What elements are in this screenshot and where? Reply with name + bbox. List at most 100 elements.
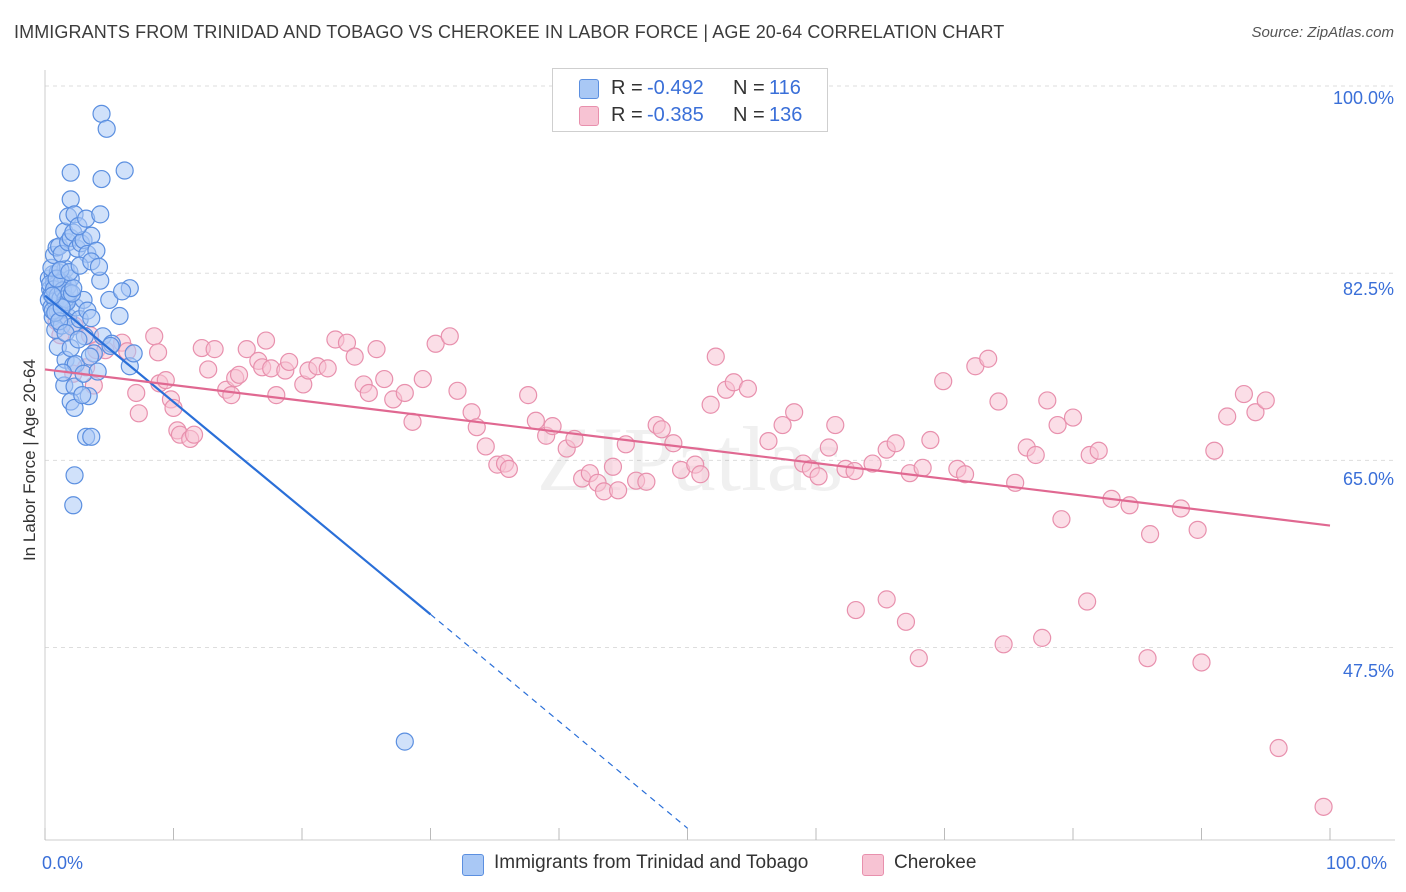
cherokee-point: [773, 415, 792, 435]
cherokee-point: [989, 392, 1008, 411]
cherokee-point: [229, 365, 249, 384]
cherokee-point: [519, 386, 538, 405]
series-cherokee-points: [47, 312, 1333, 816]
n-value: 136: [769, 104, 803, 126]
cherokee-point: [1188, 520, 1207, 539]
cherokee-point: [1089, 441, 1108, 460]
trinidad-point: [80, 347, 100, 366]
cherokee-point: [1063, 408, 1083, 427]
r-label: R =: [611, 104, 643, 126]
cherokee-point: [691, 465, 710, 484]
cherokee-point: [413, 369, 432, 389]
legend-swatch-blue: [462, 854, 484, 876]
cherokee-point: [921, 430, 940, 450]
trend-line-cherokee: [44, 368, 1331, 527]
n-label: N =: [733, 77, 765, 99]
cherokee-point: [395, 383, 414, 403]
cherokee-point: [1192, 653, 1211, 672]
cherokee-point: [701, 395, 720, 414]
correlation-legend: R = -0.492 N = 116 R = -0.385 N = 136: [552, 68, 828, 132]
legend-label: Cherokee: [894, 852, 977, 873]
trinidad-point: [92, 169, 111, 189]
legend-row-cherokee: R = -0.385 N = 136: [553, 102, 827, 130]
cherokee-point: [994, 635, 1013, 654]
trend-line-trinidad: [44, 294, 432, 616]
r-value: -0.492: [647, 77, 704, 99]
cherokee-point: [440, 327, 459, 346]
cherokee-point: [886, 434, 905, 453]
chart-title: IMMIGRANTS FROM TRINIDAD AND TOBAGO VS C…: [14, 22, 1005, 42]
cherokee-point: [819, 438, 838, 457]
trinidad-point: [91, 205, 110, 224]
legend-swatch-pink: [862, 854, 884, 876]
cherokee-point: [1205, 441, 1224, 460]
y-tick-label: 82.5%: [1342, 279, 1394, 299]
cherokee-point: [1256, 391, 1275, 410]
cherokee-point: [1140, 525, 1160, 544]
cherokee-point: [367, 340, 386, 359]
cherokee-point: [1033, 628, 1052, 647]
cherokee-point: [145, 327, 164, 346]
r-label: R =: [611, 77, 643, 99]
trinidad-point: [110, 306, 129, 326]
cherokee-point: [664, 434, 683, 453]
cherokee-point: [1138, 649, 1157, 668]
cherokee-point: [318, 359, 337, 378]
trinidad-point: [82, 309, 101, 328]
cherokee-point: [877, 590, 896, 609]
trend-line-trinidad-extrapolated: [430, 613, 688, 829]
trinidad-point: [395, 732, 414, 751]
cherokee-point: [205, 340, 224, 359]
x-tick-label-max: 100.0%: [1326, 853, 1388, 873]
cherokee-point: [256, 331, 276, 350]
cherokee-point: [267, 386, 286, 405]
cherokee-point: [637, 472, 656, 491]
legend-row-trinidad: R = -0.492 N = 116: [553, 75, 827, 103]
chart-source: Source: ZipAtlas.com: [1251, 24, 1394, 41]
trinidad-point: [82, 427, 101, 446]
trinidad-point: [61, 163, 80, 182]
cherokee-point: [359, 383, 378, 403]
y-axis-label: In Labor Force | Age 20-64: [20, 359, 39, 561]
cherokee-point: [1246, 403, 1265, 422]
trinidad-point: [64, 496, 83, 515]
y-tick-label: 100.0%: [1332, 88, 1394, 108]
trinidad-point: [61, 190, 80, 209]
legend-label: Immigrants from Trinidad and Tobago: [494, 852, 809, 873]
cherokee-point: [846, 600, 865, 620]
legend-swatch-blue: [579, 79, 599, 99]
legend-swatch-pink: [579, 106, 599, 126]
cherokee-point: [337, 333, 357, 352]
cherokee-point: [809, 467, 828, 486]
r-value: -0.385: [647, 104, 704, 126]
series-trinidad-points: [39, 104, 414, 751]
cherokee-point: [706, 347, 725, 366]
cherokee-point: [863, 454, 882, 473]
cherokee-point: [609, 481, 628, 500]
cherokee-point: [896, 612, 916, 631]
cherokee-point: [448, 381, 467, 400]
cherokee-point: [345, 347, 364, 366]
trend-layer: [44, 294, 1331, 829]
trinidad-point: [65, 466, 84, 485]
cherokee-point: [759, 431, 778, 451]
cherokee-point: [1026, 445, 1045, 465]
cherokee-point: [785, 403, 804, 422]
cherokee-point: [148, 343, 168, 362]
cherokee-point: [1038, 391, 1057, 410]
cherokee-point: [499, 459, 518, 479]
grid-layer: [45, 85, 1395, 648]
trinidad-point: [73, 386, 92, 405]
cherokee-point: [1078, 592, 1097, 611]
cherokee-point: [913, 458, 932, 477]
cherokee-point: [1052, 510, 1071, 529]
cherokee-point: [476, 437, 495, 456]
cherokee-point: [979, 349, 998, 368]
cherokee-point: [222, 386, 241, 405]
n-label: N =: [733, 104, 765, 126]
cherokee-point: [1269, 738, 1288, 758]
cherokee-point: [1048, 415, 1067, 435]
cherokee-point: [156, 371, 175, 390]
cherokee-point: [603, 457, 623, 476]
